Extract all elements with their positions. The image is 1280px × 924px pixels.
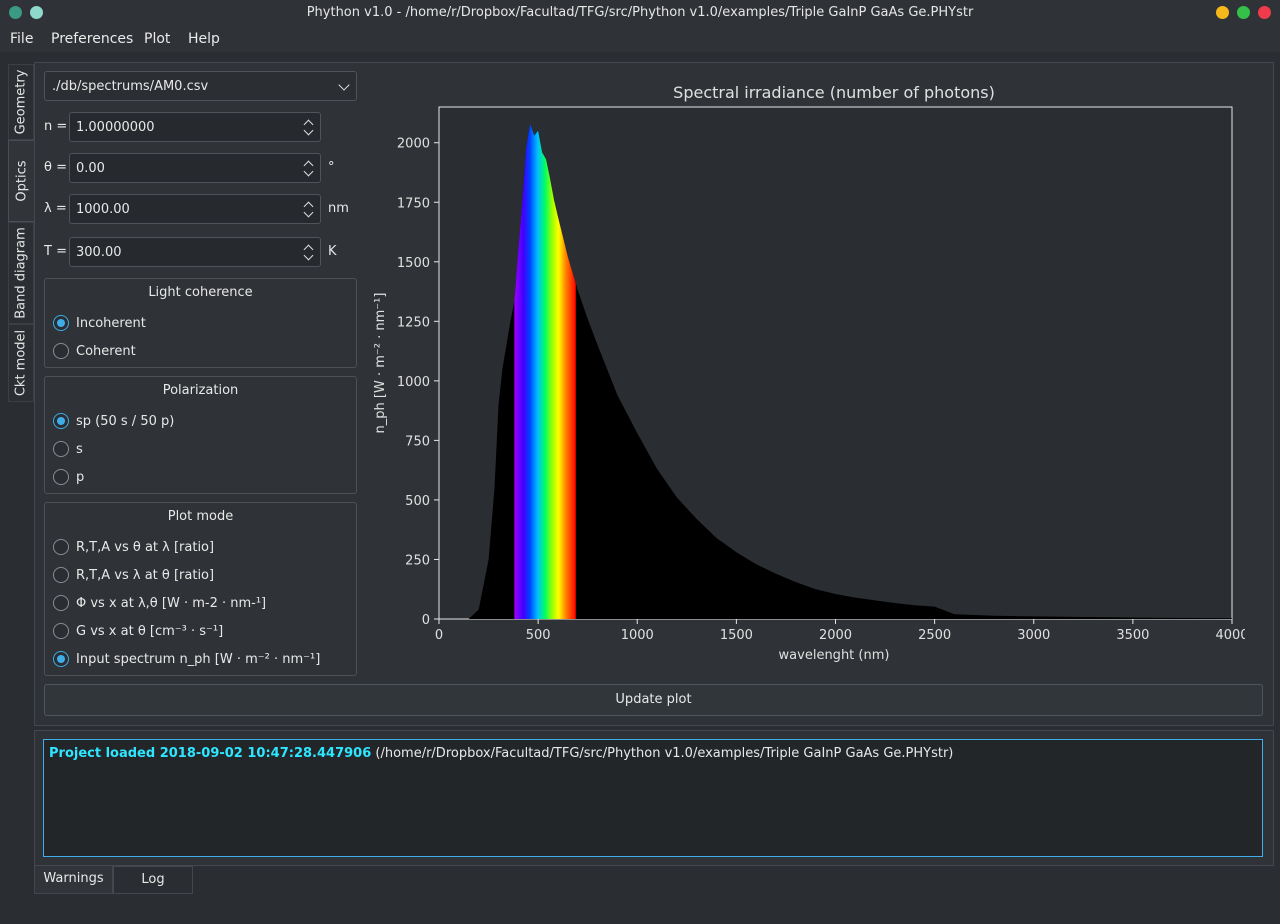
radio-coherent[interactable]: Coherent [53, 341, 136, 361]
chevron-down-icon [338, 79, 350, 91]
tab-log[interactable]: Log [113, 866, 193, 894]
radio-indicator[interactable] [53, 567, 69, 583]
radio-indicator[interactable] [53, 595, 69, 611]
x-tick-label: 500 [526, 628, 551, 643]
radio-indicator[interactable] [53, 539, 69, 555]
x-tick-label: 3500 [1116, 628, 1149, 643]
radio-indicator[interactable] [53, 343, 69, 359]
lambda-unit: nm [328, 201, 349, 216]
log-entry-highlight: Project loaded 2018-09-02 10:47:28.44790… [49, 746, 372, 761]
light-coherence-group: Light coherence Incoherent Coherent [44, 278, 357, 368]
y-tick-label: 250 [405, 553, 430, 568]
spectrum-file-select[interactable]: ./db/spectrums/AM0.csv [44, 71, 357, 101]
menu-preferences[interactable]: Preferences [51, 31, 134, 47]
radio-incoherent[interactable]: Incoherent [53, 313, 146, 333]
x-tick-label: 1000 [621, 628, 654, 643]
y-axis-label: n_ph [W · m⁻² · nm⁻¹] [373, 293, 388, 434]
radio-s[interactable]: s [53, 439, 83, 459]
log-entry-path: (/home/r/Dropbox/Facultad/TFG/src/Phytho… [371, 746, 954, 761]
x-tick-label: 1500 [720, 628, 753, 643]
radio-indicator[interactable] [53, 469, 69, 485]
radio-p[interactable]: p [53, 467, 84, 487]
radio-g-vs-x[interactable]: G vs x at θ [cm⁻³ · s⁻¹] [53, 621, 223, 641]
y-tick-label: 1250 [397, 315, 430, 330]
polarization-group: Polarization sp (50 s / 50 p) s p [44, 376, 357, 494]
radio-rta-vs-lambda[interactable]: R,T,A vs λ at θ [ratio] [53, 565, 214, 585]
menu-file[interactable]: File [10, 31, 34, 47]
radio-indicator[interactable] [53, 651, 69, 667]
temperature-spinbox[interactable]: 300.00 [69, 237, 321, 267]
tab-warnings[interactable]: Warnings [34, 866, 113, 894]
radio-sp[interactable]: sp (50 s / 50 p) [53, 411, 174, 431]
app-icon[interactable] [9, 6, 22, 19]
tab-ckt-model[interactable]: Ckt model [8, 324, 34, 402]
spin-down-icon[interactable] [303, 250, 314, 261]
spectral-irradiance-chart: Spectral irradiance (number of photons) … [373, 83, 1245, 663]
group-title: Light coherence [148, 285, 253, 300]
log-entry: Project loaded 2018-09-02 10:47:28.44790… [49, 746, 953, 761]
radio-indicator[interactable] [53, 441, 69, 457]
radio-phi-vs-x[interactable]: Φ vs x at λ,θ [W · m-2 · nm-¹] [53, 593, 266, 613]
tab-band-diagram[interactable]: Band diagram [8, 222, 34, 324]
y-tick-label: 750 [405, 434, 430, 449]
x-tick-label: 0 [435, 628, 443, 643]
window-title: Phython v1.0 - /home/r/Dropbox/Facultad/… [306, 5, 974, 20]
y-tick-label: 1750 [397, 196, 430, 211]
radio-indicator[interactable] [53, 413, 69, 429]
radio-indicator[interactable] [53, 623, 69, 639]
x-axis-label: wavelenght (nm) [779, 648, 890, 663]
x-tick-label: 4000 [1215, 628, 1245, 643]
tab-geometry[interactable]: Geometry [8, 64, 34, 140]
y-tick-label: 1000 [397, 375, 430, 390]
chart-title: Spectral irradiance (number of photons) [673, 83, 995, 102]
title-bar: Phython v1.0 - /home/r/Dropbox/Facultad/… [0, 0, 1280, 26]
menu-bar: File Preferences Plot Help [0, 26, 1280, 52]
spectrum-visible-band [514, 123, 576, 619]
y-tick-label: 2000 [397, 137, 430, 152]
menu-help[interactable]: Help [188, 31, 220, 47]
update-plot-button[interactable]: Update plot [44, 684, 1263, 716]
theta-spinbox[interactable]: 0.00 [69, 153, 321, 183]
theta-unit: ° [328, 160, 335, 175]
lambda-spinbox[interactable]: 1000.00 [69, 194, 321, 224]
x-tick-label: 3000 [1017, 628, 1050, 643]
minimize-button[interactable] [1216, 6, 1229, 19]
T-unit: K [328, 244, 337, 259]
plot-mode-group: Plot mode R,T,A vs θ at λ [ratio] R,T,A … [44, 502, 357, 676]
x-tick-label: 2000 [819, 628, 852, 643]
menu-plot[interactable]: Plot [144, 31, 171, 47]
x-tick-label: 2500 [918, 628, 951, 643]
y-tick-label: 1500 [397, 256, 430, 271]
maximize-button[interactable] [1237, 6, 1250, 19]
group-title: Plot mode [167, 509, 234, 524]
T-label: T = [44, 244, 67, 259]
keep-above-button[interactable] [30, 6, 43, 19]
y-tick-label: 0 [422, 613, 430, 628]
radio-input-spectrum[interactable]: Input spectrum n_ph [W · m⁻² · nm⁻¹] [53, 649, 320, 669]
n-spinbox[interactable]: 1.00000000 [69, 112, 321, 142]
n-label: n = [44, 119, 68, 134]
spectrum-area [468, 123, 1232, 619]
group-title: Polarization [162, 383, 239, 398]
spin-down-icon[interactable] [303, 125, 314, 136]
tab-optics[interactable]: Optics [8, 140, 36, 222]
lambda-label: λ = [44, 201, 67, 216]
spin-down-icon[interactable] [303, 166, 314, 177]
y-tick-label: 500 [405, 494, 430, 509]
theta-label: θ = [44, 160, 67, 175]
radio-rta-vs-theta[interactable]: R,T,A vs θ at λ [ratio] [53, 537, 214, 557]
radio-indicator[interactable] [53, 315, 69, 331]
close-button[interactable] [1258, 6, 1271, 19]
log-output[interactable]: Project loaded 2018-09-02 10:47:28.44790… [43, 739, 1263, 857]
spin-down-icon[interactable] [303, 207, 314, 218]
